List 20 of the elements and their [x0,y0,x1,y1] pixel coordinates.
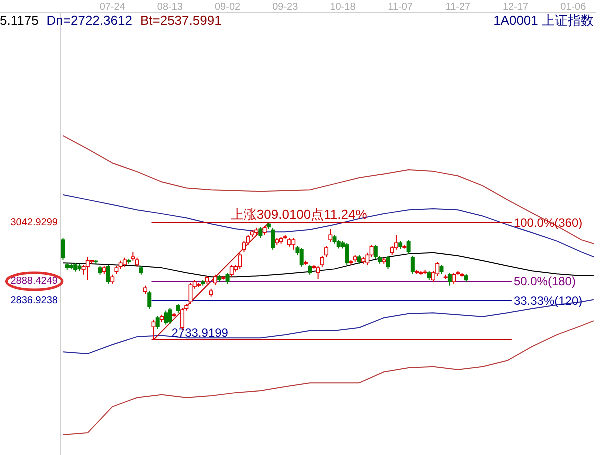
y-tick-label: 2836.9238 [10,296,58,307]
annotation: 1A0001 上证指数 [494,13,594,28]
x-tick-label: 11-27 [446,2,472,13]
x-tick-label: 10-18 [330,2,356,13]
text: 5.1175 [0,13,39,28]
x-tick-label: 09-23 [272,2,299,13]
x-tick-label: 11-07 [388,2,414,13]
x-tick-label: 08-13 [157,2,184,13]
x-tick-label: 12-17 [502,2,529,13]
annotation: Bt=2537.5991 [140,13,222,28]
annotation: 上涨309.0100点11.24% [230,207,368,222]
ref-line-label: 2733.9199 [172,326,229,340]
x-tick-label: 01-06 [560,2,587,13]
y-tick-label: 3042.9299 [10,218,58,229]
x-tick-label: 09-02 [215,2,242,13]
y-tick-label: 2888.4249 [10,276,58,288]
annotation: 33.33%(120) [514,294,583,308]
annotation: Dn=2722.3612 [46,13,132,28]
annotation: 50.0%(180) [514,274,576,289]
x-tick-label: 07-24 [100,2,126,13]
